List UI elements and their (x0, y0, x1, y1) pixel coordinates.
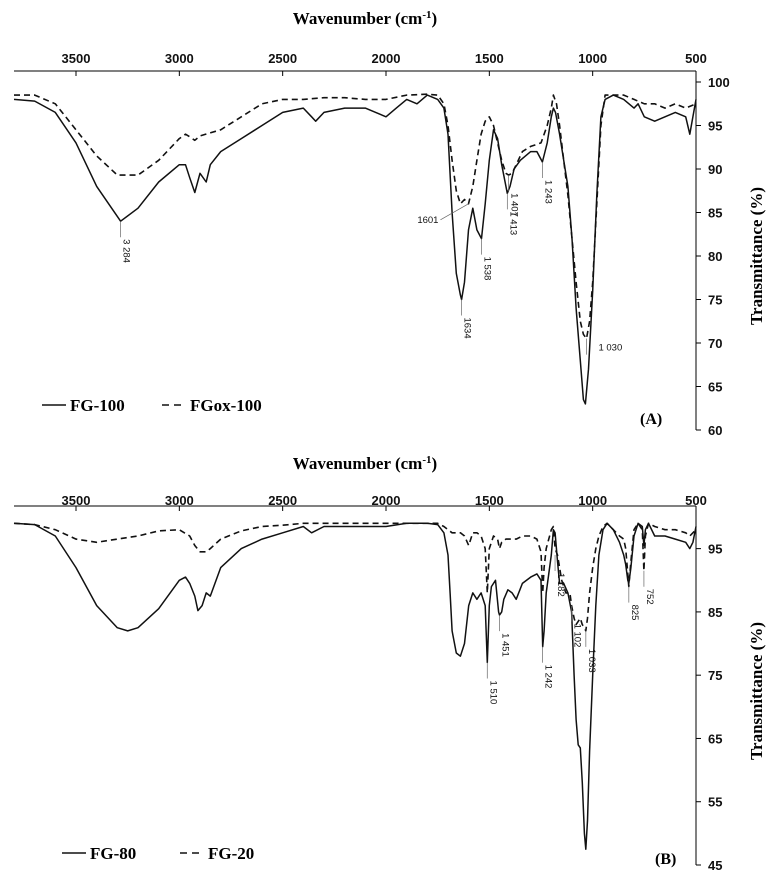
x-tick-label: 500 (685, 51, 707, 66)
legend-label: FG-100 (70, 396, 125, 415)
legend-label: FG-80 (90, 844, 136, 863)
annotation-label: 1 510 (487, 681, 498, 705)
y-tick-label: 85 (708, 206, 722, 221)
x-axis-title: Wavenumber (cm-1) (293, 9, 437, 28)
x-axis-title: Wavenumber (cm-1) (293, 454, 437, 473)
y-tick-label: 75 (708, 668, 722, 683)
annotation-leader (440, 203, 469, 221)
legend-label: FG-20 (208, 844, 254, 863)
y-tick-label: 95 (708, 542, 722, 557)
y-tick-label: 85 (708, 605, 722, 620)
series-line-fg-20 (13, 522, 697, 632)
y-tick-label: 100 (708, 75, 730, 90)
x-tick-label: 1000 (578, 51, 607, 66)
annotation-label: 825 (629, 605, 640, 621)
annotation-label: 1 030 (598, 343, 622, 354)
x-axis-title-sup: -1 (422, 454, 431, 466)
y-tick-label: 80 (708, 249, 722, 264)
x-tick-label: 2500 (268, 51, 297, 66)
annotation-label: 1 413 (507, 211, 518, 235)
x-tick-label: 2500 (268, 493, 297, 508)
panel-label: (B) (655, 851, 676, 868)
y-tick-label: 45 (708, 858, 722, 873)
x-tick-label: 2000 (372, 51, 401, 66)
series-line-fg-100 (13, 94, 697, 405)
x-axis-title-sup: -1 (422, 9, 431, 21)
annotation-label: 1 033 (586, 649, 597, 673)
y-tick-label: 65 (708, 380, 722, 395)
annotation-label: 3 284 (121, 239, 132, 263)
panel-label: (A) (640, 411, 662, 428)
x-tick-label: 1000 (578, 493, 607, 508)
annotation-label: 1 451 (499, 633, 510, 657)
x-tick-label: 3000 (165, 493, 194, 508)
annotation-label: 752 (644, 589, 655, 605)
annotation-label: 1 407 (509, 193, 520, 217)
x-axis-title-main: Wavenumber (cm (293, 9, 423, 28)
x-tick-label: 2000 (372, 493, 401, 508)
annotation-label: 1634 (462, 318, 473, 339)
annotation-label: 1 182 (555, 573, 566, 597)
annotation-label: 1 538 (481, 257, 492, 281)
annotation-label: 1 102 (572, 624, 583, 648)
y-axis-title: Transmittance (%) (747, 187, 766, 325)
x-tick-label: 3500 (62, 493, 91, 508)
x-tick-label: 3500 (62, 51, 91, 66)
series-line-fgox-100 (14, 93, 697, 340)
annotation-label: 1 243 (542, 180, 553, 204)
y-tick-label: 95 (708, 119, 722, 134)
x-tick-label: 1500 (475, 51, 504, 66)
annotation-label: 1 242 (543, 665, 554, 689)
x-tick-label: 500 (685, 493, 707, 508)
annotation-label: 1601 (417, 215, 438, 226)
x-axis-title-tail: ) (432, 454, 438, 473)
x-axis-title-main: Wavenumber (cm (293, 454, 423, 473)
chart-panel-a: Wavenumber (cm-1) 3500 3000 2500 2000 1500 100… (13, 9, 766, 438)
y-tick-label: 90 (708, 162, 722, 177)
x-axis-title-tail: ) (432, 9, 438, 28)
chart-panel-b: Wavenumber (cm-1) 3500 3000 2500 2000 1500 100… (13, 454, 766, 873)
y-tick-label: 60 (708, 423, 722, 438)
series-line-fg-80 (13, 522, 697, 850)
y-axis-title: Transmittance (%) (747, 622, 766, 760)
y-tick-label: 70 (708, 336, 722, 351)
y-tick-label: 75 (708, 293, 722, 308)
legend-label: FGox-100 (190, 396, 262, 415)
x-tick-label: 3000 (165, 51, 194, 66)
y-tick-label: 55 (708, 795, 722, 810)
y-tick-label: 65 (708, 731, 722, 746)
x-tick-label: 1500 (475, 493, 504, 508)
